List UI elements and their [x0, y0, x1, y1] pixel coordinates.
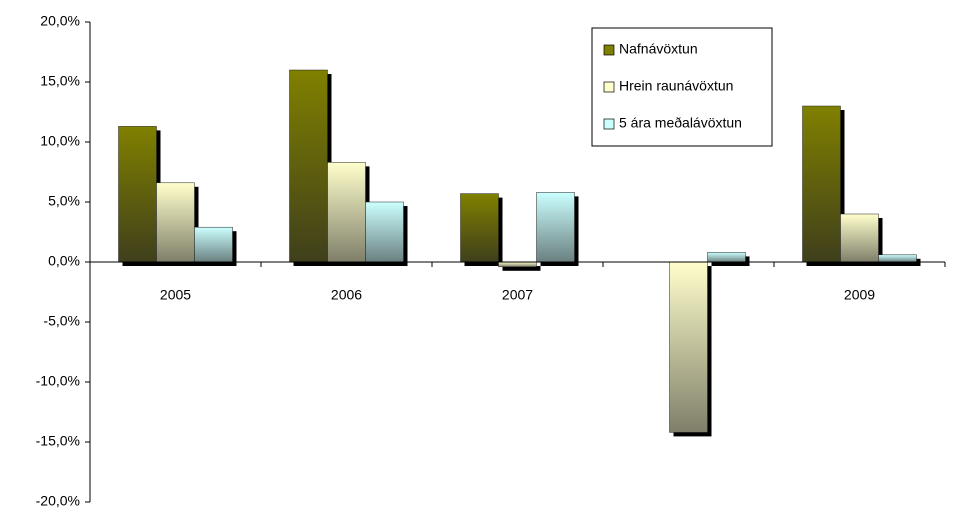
- y-tick-label: 0,0%: [48, 253, 80, 269]
- bar: [707, 252, 746, 263]
- bar: [802, 105, 841, 263]
- bar: [878, 254, 917, 263]
- legend-label: Nafnávöxtun: [619, 41, 698, 57]
- y-tick-label: 5,0%: [48, 193, 80, 209]
- y-tick-label: 15,0%: [40, 73, 80, 89]
- legend-label: 5 ára meðalávöxtun: [619, 115, 742, 131]
- bar-shadow: [502, 266, 541, 271]
- legend-box: [591, 27, 773, 147]
- bar: [536, 192, 575, 263]
- bar: [118, 126, 157, 263]
- bar: [840, 213, 879, 263]
- bar: [365, 201, 404, 263]
- y-tick-label: 10,0%: [40, 133, 80, 149]
- y-tick-label: -10,0%: [36, 373, 80, 389]
- x-tick-label: 2007: [502, 287, 533, 303]
- bar: [669, 261, 708, 433]
- x-tick-label: 2009: [844, 287, 875, 303]
- y-tick-label: 20,0%: [40, 13, 80, 29]
- y-tick-label: -5,0%: [43, 313, 80, 329]
- legend-swatch: [603, 118, 615, 130]
- x-tick-label: 2005: [160, 287, 191, 303]
- y-tick-label: -15,0%: [36, 433, 80, 449]
- bar: [156, 182, 195, 263]
- y-tick-label: -20,0%: [36, 493, 80, 509]
- x-tick-label: 2006: [331, 287, 362, 303]
- bar: [460, 193, 499, 263]
- legend-swatch: [603, 44, 615, 56]
- bar: [289, 69, 328, 263]
- legend-swatch: [603, 81, 615, 93]
- bar: [327, 162, 366, 263]
- bar: [498, 261, 537, 268]
- legend-label: Hrein raunávöxtun: [619, 78, 733, 94]
- bar: [194, 226, 233, 263]
